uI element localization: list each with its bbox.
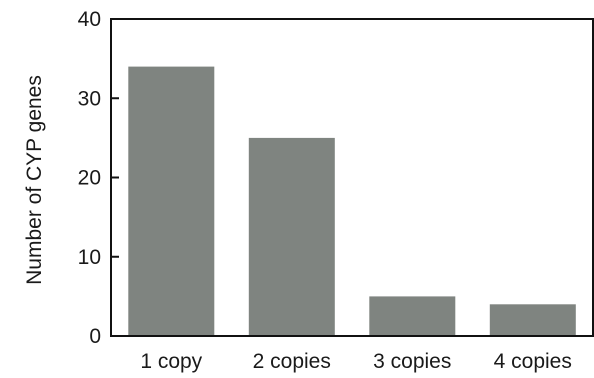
y-ticks-layer: 0 10 20 30 40	[78, 8, 119, 348]
bar	[128, 66, 215, 336]
y-tick-label: 40	[78, 8, 101, 31]
bar	[248, 137, 335, 336]
x-tick-label: 3 copies	[373, 350, 451, 373]
x-tick-label: 4 copies	[494, 350, 572, 373]
y-tick-label: 0	[89, 325, 101, 348]
y-tick-label: 20	[78, 167, 101, 190]
bars-layer	[128, 66, 576, 336]
bar	[489, 304, 576, 336]
x-tick-label: 1 copy	[140, 350, 202, 373]
bar	[369, 296, 456, 336]
x-tick-label: 2 copies	[253, 350, 331, 373]
y-tick-label: 30	[78, 87, 101, 110]
y-tick-label: 10	[78, 246, 101, 269]
x-ticks-layer: 1 copy 2 copies 3 copies 4 copies	[140, 350, 572, 373]
y-axis-title: Number of CYP genes	[23, 75, 46, 285]
